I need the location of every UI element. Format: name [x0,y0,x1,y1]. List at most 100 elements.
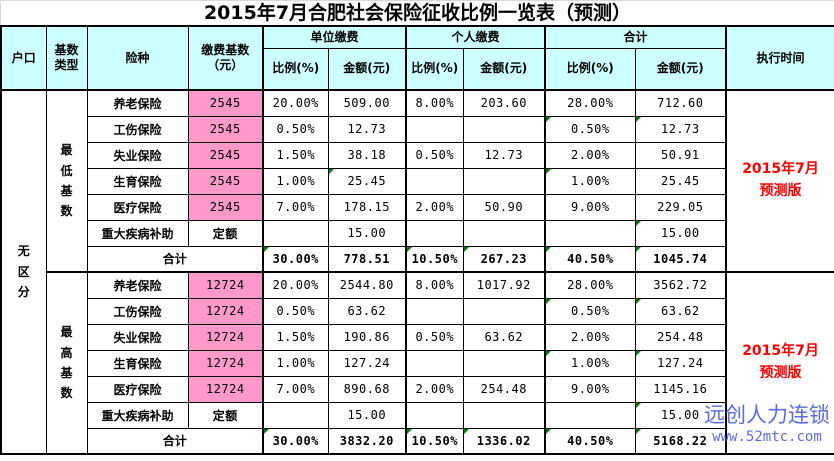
unit-rate-cell: 20.00% [262,271,329,299]
total-rate-cell: 2.00% [544,323,636,351]
header-personal-amount: 金额(元) [462,47,546,91]
total-amount-cell: 712.60 [634,89,727,117]
base-cell: 12724 [187,375,264,403]
error-indicator-icon [408,429,413,434]
total-rate-cell: 9.00% [544,193,636,221]
total-personal-rate-cell: 10.50% [405,245,464,273]
personal-rate-cell [405,401,464,429]
header-total-group: 合计 [544,25,727,49]
personal-rate-cell [405,219,464,247]
personal-rate-cell: 8.00% [405,89,464,117]
header-unit-amount: 金额(元) [327,47,407,91]
insurance-name-cell: 医疗保险 [86,193,189,221]
unit-amount-cell: 25.45 [327,167,407,195]
insurance-name-cell: 重大疾病补助 [86,401,189,429]
total-total-rate-cell: 40.50% [544,245,636,273]
page-title: 2015年7月合肥社会保险征收比例一览表（预测） [0,0,834,25]
base-cell: 2545 [187,167,264,195]
insurance-name-cell: 重大疾病补助 [86,219,189,247]
total-amount-cell: 15.00 [634,401,727,429]
insurance-name-cell: 养老保险 [86,89,189,117]
unit-rate-cell: 7.00% [262,375,329,403]
unit-amount-cell: 2544.80 [327,271,407,299]
personal-amount-cell: 12.73 [462,141,546,169]
personal-rate-cell: 0.50% [405,141,464,169]
error-indicator-icon [408,247,413,252]
unit-amount-cell: 15.00 [327,401,407,429]
exec-note-cell: 2015年7月 预测版 [725,271,834,455]
error-indicator-icon [636,429,641,434]
error-indicator-icon [329,169,334,174]
total-unit-rate-cell: 30.00% [262,245,329,273]
header-personal-group: 个人缴费 [405,25,546,49]
unit-amount-cell: 12.73 [327,115,407,143]
total-unit-amount-cell: 778.51 [327,245,407,273]
unit-amount-cell: 509.00 [327,89,407,117]
unit-amount-cell: 127.24 [327,349,407,377]
insurance-name-cell: 生育保险 [86,349,189,377]
total-rate-cell [544,219,636,247]
personal-amount-cell [462,167,546,195]
header-exec-time: 执行时间 [725,25,834,91]
unit-amount-cell: 178.15 [327,193,407,221]
base-cell: 2545 [187,89,264,117]
personal-amount-cell [462,219,546,247]
total-amount-cell: 127.24 [634,349,727,377]
error-indicator-icon [265,429,269,434]
personal-amount-cell [462,349,546,377]
insurance-name-cell: 养老保险 [86,271,189,299]
error-indicator-icon [265,247,269,252]
base-cell: 12724 [187,297,264,325]
total-total-rate-cell: 40.50% [544,427,636,455]
error-indicator-icon [636,403,641,408]
total-rate-cell: 2.00% [544,141,636,169]
unit-rate-cell: 7.00% [262,193,329,221]
personal-amount-cell: 254.48 [462,375,546,403]
error-indicator-icon [636,221,641,226]
personal-amount-cell: 63.62 [462,323,546,351]
total-label-cell: 合计 [86,245,264,273]
base-type-cell: 最 低 基 数 [45,89,88,273]
insurance-rate-table: 户口 基数 类型 险种 缴费基数 （元） 单位缴费 个人缴费 合计 执行时间 比… [0,25,834,455]
base-cell: 12724 [187,323,264,351]
total-total-amount-cell: 5168.22 [634,427,727,455]
header-insurance: 险种 [86,25,189,91]
unit-rate-cell: 1.00% [262,349,329,377]
insurance-name-cell: 工伤保险 [86,297,189,325]
error-indicator-icon [547,169,552,174]
error-indicator-icon [636,299,641,304]
total-amount-cell: 50.91 [634,141,727,169]
total-unit-amount-cell: 3832.20 [327,427,407,455]
unit-amount-cell: 15.00 [327,219,407,247]
insurance-name-cell: 医疗保险 [86,375,189,403]
insurance-name-cell: 失业保险 [86,141,189,169]
unit-amount-cell: 63.62 [327,297,407,325]
base-cell: 定额 [187,219,264,247]
hukou-value-cell: 无 区 分 [0,89,47,455]
total-amount-cell: 3562.72 [634,271,727,299]
total-personal-rate-cell: 10.50% [405,427,464,455]
personal-rate-cell: 8.00% [405,271,464,299]
personal-amount-cell: 50.90 [462,193,546,221]
total-amount-cell: 25.45 [634,167,727,195]
total-total-amount-cell: 1045.74 [634,245,727,273]
total-rate-cell: 9.00% [544,375,636,403]
personal-amount-cell: 203.60 [462,89,546,117]
header-unit-rate: 比例(%) [262,47,329,91]
header-total-rate: 比例(%) [544,47,636,91]
total-amount-cell: 1145.16 [634,375,727,403]
total-amount-cell: 63.62 [634,297,727,325]
total-label-cell: 合计 [86,427,264,455]
unit-rate-cell: 0.50% [262,115,329,143]
base-cell: 12724 [187,271,264,299]
header-total-amount: 金额(元) [634,47,727,91]
total-rate-cell: 1.00% [544,167,636,195]
total-rate-cell: 28.00% [544,89,636,117]
unit-amount-cell: 890.68 [327,375,407,403]
total-personal-amount-cell: 267.23 [462,245,546,273]
personal-rate-cell [405,167,464,195]
base-cell: 2545 [187,141,264,169]
total-amount-cell: 254.48 [634,323,727,351]
exec-note-cell: 2015年7月 预测版 [725,89,834,273]
personal-amount-cell [462,297,546,325]
